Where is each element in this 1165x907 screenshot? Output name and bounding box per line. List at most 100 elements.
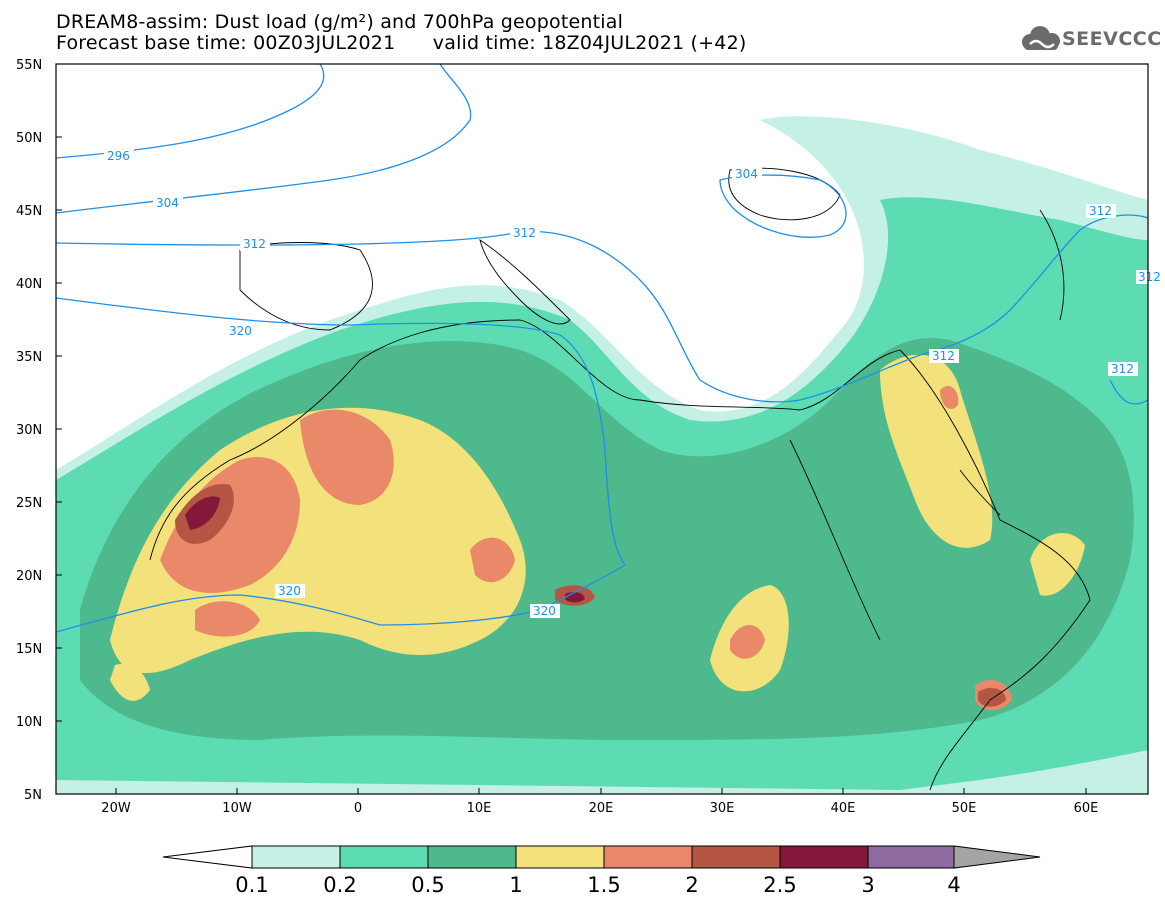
lat-tick-label: 40N [16,277,42,292]
contour-label: 312 [510,226,540,240]
logo-text: SEEVCCC [1062,28,1162,50]
colorbar-label: 3 [861,873,874,897]
contour-312-east [1009,214,1148,311]
colorbar: 0.1 0.2 0.5 1 1.5 2 2.5 3 4 [162,845,1041,897]
dust-band-1 [880,354,993,548]
cloud-icon [1022,26,1060,50]
contour-label: 296 [104,149,134,163]
colorbar-label: 2 [685,873,698,897]
contour-320 [56,297,626,633]
contour-312-far-east [1109,379,1148,405]
dust-band-1.5 [195,601,260,637]
dust-band-1.5 [470,537,515,583]
dust-field [56,116,1148,794]
dust-band-1.5 [160,456,300,593]
colorbar-swatch [603,845,693,869]
lat-tick-label: 55N [16,58,42,73]
contour-label: 320 [226,324,256,338]
colorbar-swatch [515,845,605,869]
svg-text:312: 312 [932,349,955,363]
dust-band-1 [1030,533,1085,596]
seevccc-logo: SEEVCCC [1018,24,1161,54]
colorbar-label: 1 [509,873,522,897]
dust-band-1.5 [730,625,765,659]
lat-tick-label: 50N [16,131,42,146]
colorbar-swatch [867,845,955,869]
svg-text:312: 312 [1111,362,1134,376]
svg-text:320: 320 [533,604,556,618]
map-title: DREAM8-assim: Dust load (g/m²) and 700hP… [56,11,624,33]
lat-tick-label: 35N [16,350,42,365]
dust-band-1.5 [300,409,394,505]
contour-label: 312 [240,237,270,251]
lat-tick-label: 45N [16,204,42,219]
colorbar-label: 4 [947,873,960,897]
colorbar-label: 2.5 [763,873,796,897]
lat-axis: 55N 50N 45N 40N 35N 30N 25N 20N 15N 10N … [16,58,62,803]
geopotential-contours [56,64,1148,633]
contour-304-west [56,64,472,214]
colorbar-swatch [427,845,517,869]
contour-304-east [719,174,847,238]
contour-label: 320 [530,604,560,618]
lat-tick-label: 5N [24,788,42,803]
contour-labels: 296 304 312 312 320 320 320 304 [104,149,1161,618]
colorbar-swatch [779,845,869,869]
svg-text:320: 320 [229,324,252,338]
contour-label: 312 [1108,362,1138,376]
contour-label: 312 [1136,270,1161,284]
coast-black-sea [728,167,841,221]
contour-label: 304 [732,167,762,181]
svg-text:312: 312 [1138,270,1161,284]
lat-tick-label: 15N [16,642,42,657]
lon-axis: 20W 10W 0 10E 20E 30E 40E 50E 60E [101,788,1098,816]
coast-iberia [239,242,373,331]
colorbar-label: 0.1 [235,873,268,897]
contour-312-west [56,230,1011,403]
lat-tick-label: 25N [16,496,42,511]
coast-red-sea [789,439,881,641]
colorbar-label: 0.2 [323,873,356,897]
map-subtitle: Forecast base time: 00Z03JUL2021 valid t… [56,32,747,54]
lon-tick-label: 20E [589,801,614,816]
lat-tick-label: 30N [16,423,42,438]
coast-gulf [959,469,1001,516]
svg-text:304: 304 [156,196,179,210]
dust-band-1.5 [940,385,959,410]
contour-296 [56,64,325,159]
dust-band-1 [110,663,150,701]
lon-tick-label: 50E [952,801,977,816]
lon-tick-label: 40E [831,801,856,816]
coast-italy [479,238,571,325]
colorbar-under-arrow [162,845,253,869]
contour-label: 304 [153,196,183,210]
contour-label: 312 [1086,204,1116,218]
dust-band-2.5 [185,496,220,530]
coastlines [149,167,1091,791]
svg-text:304: 304 [735,167,758,181]
lat-tick-label: 10N [16,715,42,730]
colorbar-over-arrow [953,845,1041,869]
svg-text:312: 312 [513,226,536,240]
colorbar-label: 1.5 [587,873,620,897]
coast-caspian [1039,209,1065,321]
coast-europe-africa [149,319,1091,791]
lon-tick-label: 10W [222,801,252,816]
svg-text:320: 320 [278,584,301,598]
contour-label: 320 [275,584,305,598]
dust-band-2 [978,687,1006,707]
svg-text:296: 296 [107,149,130,163]
lat-tick-label: 20N [16,569,42,584]
lon-tick-label: 0 [354,801,362,816]
lon-tick-label: 30E [710,801,735,816]
colorbar-label: 0.5 [411,873,444,897]
svg-text:312: 312 [1089,204,1112,218]
contour-label: 312 [929,349,959,363]
lon-tick-label: 10E [467,801,492,816]
lon-tick-label: 20W [101,801,131,816]
colorbar-swatch [339,845,429,869]
colorbar-swatch [691,845,781,869]
colorbar-swatch [251,845,341,869]
svg-text:312: 312 [243,237,266,251]
